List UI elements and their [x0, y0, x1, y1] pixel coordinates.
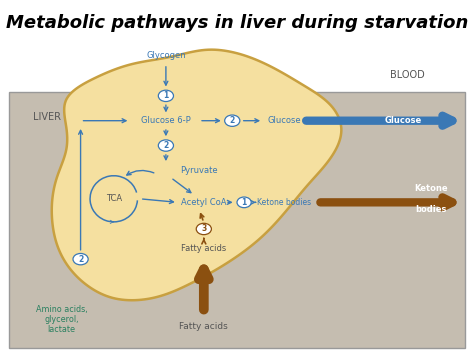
Text: 2: 2 — [78, 255, 83, 264]
Text: Metabolic pathways in liver during starvation: Metabolic pathways in liver during starv… — [6, 14, 468, 32]
Text: 1: 1 — [163, 91, 169, 100]
Text: 1: 1 — [241, 198, 247, 207]
FancyBboxPatch shape — [9, 92, 465, 348]
Text: Glycogen: Glycogen — [146, 51, 186, 60]
Text: Ketone: Ketone — [415, 184, 448, 193]
Text: 2: 2 — [163, 141, 169, 150]
Text: BLOOD: BLOOD — [390, 70, 425, 80]
Text: Glucose 6-P: Glucose 6-P — [141, 116, 191, 125]
Text: Glucose: Glucose — [384, 116, 421, 125]
Text: Glucose: Glucose — [268, 116, 301, 125]
Text: bodies: bodies — [416, 205, 447, 214]
Text: LIVER: LIVER — [33, 112, 62, 122]
Text: 3: 3 — [201, 224, 207, 234]
Circle shape — [196, 223, 211, 235]
Circle shape — [237, 197, 251, 208]
Text: TCA: TCA — [106, 194, 122, 203]
Circle shape — [225, 115, 240, 126]
Circle shape — [158, 140, 173, 151]
Text: Acetyl CoA: Acetyl CoA — [181, 198, 227, 207]
Polygon shape — [52, 50, 341, 300]
Circle shape — [158, 90, 173, 102]
Text: Fatty acids: Fatty acids — [180, 322, 228, 331]
Text: Amino acids,
glycerol,
lactate: Amino acids, glycerol, lactate — [36, 305, 87, 334]
Text: 2: 2 — [229, 116, 235, 125]
Text: Ketone bodies: Ketone bodies — [257, 198, 311, 207]
Text: Pyruvate: Pyruvate — [180, 166, 218, 175]
Circle shape — [73, 253, 88, 265]
Text: Fatty acids: Fatty acids — [181, 244, 227, 253]
